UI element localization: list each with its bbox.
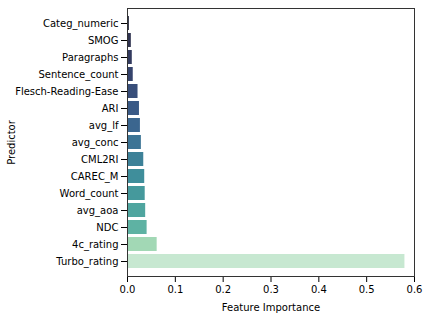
svg-text:Turbo_rating: Turbo_rating: [55, 256, 118, 268]
svg-text:Flesch-Reading-Ease: Flesch-Reading-Ease: [15, 86, 118, 97]
svg-text:0.5: 0.5: [359, 284, 375, 295]
svg-text:0.2: 0.2: [215, 284, 231, 295]
svg-text:Categ_numeric: Categ_numeric: [43, 18, 119, 30]
svg-text:4c_rating: 4c_rating: [72, 239, 118, 251]
svg-text:0.1: 0.1: [167, 284, 183, 295]
svg-text:Predictor: Predictor: [6, 119, 17, 165]
svg-text:avg_conc: avg_conc: [72, 137, 119, 149]
svg-text:Feature Importance: Feature Importance: [222, 302, 320, 313]
svg-text:avg_lf: avg_lf: [89, 120, 119, 132]
svg-text:SMOG: SMOG: [88, 35, 119, 46]
svg-text:0.4: 0.4: [311, 284, 327, 295]
svg-text:Word_count: Word_count: [60, 188, 119, 200]
svg-text:CAREC_M: CAREC_M: [71, 171, 119, 183]
svg-text:Sentence_count: Sentence_count: [38, 69, 118, 81]
svg-text:0.6: 0.6: [407, 284, 423, 295]
svg-text:Paragraphs: Paragraphs: [62, 52, 118, 63]
svg-text:CML2RI: CML2RI: [81, 154, 118, 165]
svg-text:NDC: NDC: [96, 222, 118, 233]
svg-text:0.0: 0.0: [120, 284, 136, 295]
svg-text:ARI: ARI: [102, 103, 119, 114]
svg-text:0.3: 0.3: [263, 284, 279, 295]
svg-text:avg_aoa: avg_aoa: [77, 205, 119, 217]
